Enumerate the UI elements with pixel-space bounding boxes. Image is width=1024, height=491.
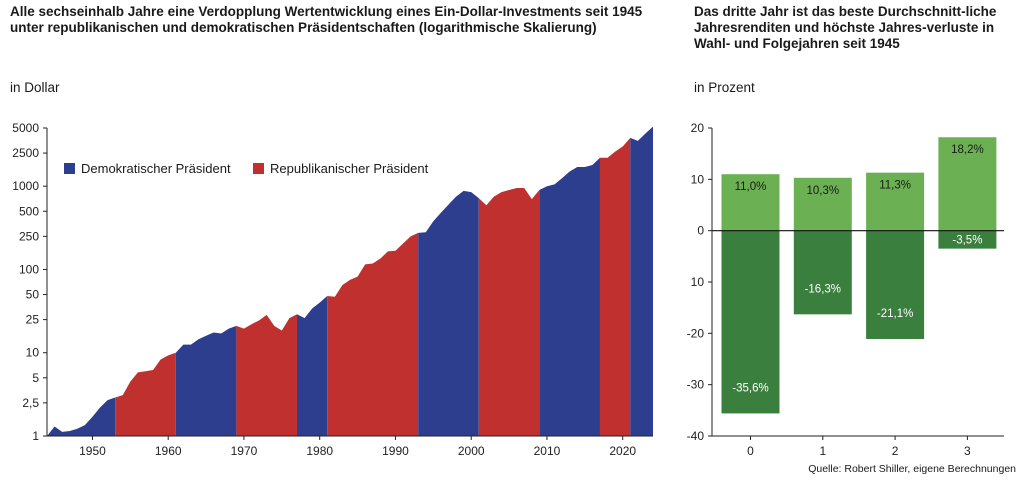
bar-label-return-2: 11,3% — [879, 180, 911, 192]
left-y-tick-label: 1 — [32, 429, 39, 443]
right-x-tick-label: 2 — [892, 444, 899, 458]
area-segment-democratic-1993 — [418, 190, 479, 436]
bar-label-loss-3: -3,5% — [952, 235, 982, 247]
area-segment-republican-1953 — [115, 352, 176, 436]
left-y-tick-label: 500 — [19, 204, 39, 218]
area-segment-democratic-1961 — [175, 325, 237, 436]
area-segment-republican-2001 — [478, 188, 540, 436]
left-y-tick-label: 1000 — [12, 179, 39, 193]
left-x-tick-label: 2020 — [609, 444, 636, 458]
left-y-tick-label: 5 — [32, 371, 39, 385]
legend-swatch-democratic — [64, 163, 75, 174]
left-x-tick-label: 1990 — [382, 444, 409, 458]
bar-loss-3 — [938, 230, 997, 249]
area-segment-republican-1981 — [327, 232, 419, 436]
right-x-tick-label: 3 — [964, 444, 971, 458]
left-chart-unit: in Dollar — [10, 80, 60, 95]
left-x-tick-label: 2000 — [458, 444, 485, 458]
right-y-tick-label: -20 — [687, 326, 705, 340]
bar-label-return-3: 18,2% — [951, 144, 984, 156]
legend-swatch-republican — [253, 163, 264, 174]
right-y-tick-label: 20 — [691, 121, 705, 135]
left-y-tick-label: 25 — [26, 313, 40, 327]
right-y-tick-label: 0 — [697, 224, 704, 238]
bar-return-2 — [866, 172, 925, 231]
left-y-tick-label: 50 — [26, 288, 40, 302]
source-note: Quelle: Robert Shiller, eigene Berechnun… — [808, 463, 1016, 475]
left-x-tick-label: 1970 — [231, 444, 258, 458]
bar-label-loss-2: -21,1% — [877, 308, 913, 320]
bar-label-return-0: 11,0% — [735, 181, 767, 193]
left-x-tick-label: 1980 — [306, 444, 333, 458]
bar-return-3 — [938, 137, 997, 231]
bar-label-loss-1: -16,3% — [805, 283, 841, 295]
area-segment-democratic-1944 — [47, 397, 116, 436]
right-y-tick-label: 10 — [691, 275, 705, 289]
area-segment-democratic-2021 — [630, 126, 653, 436]
right-chart-title: Das dritte Jahr ist das beste Durchschni… — [694, 4, 997, 51]
bar-loss-2 — [866, 230, 925, 339]
right-chart-unit: in Prozent — [694, 80, 755, 95]
area-segment-republican-1969 — [236, 314, 297, 436]
left-y-tick-label: 2500 — [12, 146, 39, 160]
right-x-tick-label: 0 — [747, 444, 754, 458]
bar-label-loss-0: -35,6% — [732, 382, 768, 394]
right-x-tick-label: 1 — [819, 444, 826, 458]
bar-loss-1 — [793, 230, 852, 315]
left-y-tick-label: 100 — [19, 262, 39, 276]
left-y-tick-label: 10 — [26, 346, 40, 360]
left-x-tick-label: 1960 — [155, 444, 182, 458]
legend-label-republican: Republikanischer Präsident — [270, 161, 429, 176]
left-y-tick-label: 2,5 — [22, 396, 39, 410]
left-y-tick-label: 5000 — [12, 121, 39, 135]
right-y-tick-label: 10 — [691, 172, 705, 186]
right-y-tick-label: -40 — [687, 429, 705, 443]
area-segment-democratic-2009 — [539, 157, 600, 436]
bar-return-0 — [721, 174, 780, 231]
right-y-tick-label: -30 — [687, 378, 705, 392]
bar-return-1 — [793, 177, 852, 231]
legend-label-democratic: Demokratischer Präsident — [81, 161, 231, 176]
area-segment-democratic-1977 — [296, 296, 328, 436]
left-x-tick-label: 2010 — [534, 444, 561, 458]
left-x-tick-label: 1950 — [79, 444, 106, 458]
area-segment-republican-2017 — [599, 137, 631, 436]
left-y-tick-label: 250 — [19, 229, 39, 243]
left-chart-title: Alle sechseinhalb Jahre eine Verdopplung… — [10, 4, 643, 35]
bar-loss-0 — [721, 230, 780, 414]
bar-label-return-1: 10,3% — [806, 185, 839, 197]
